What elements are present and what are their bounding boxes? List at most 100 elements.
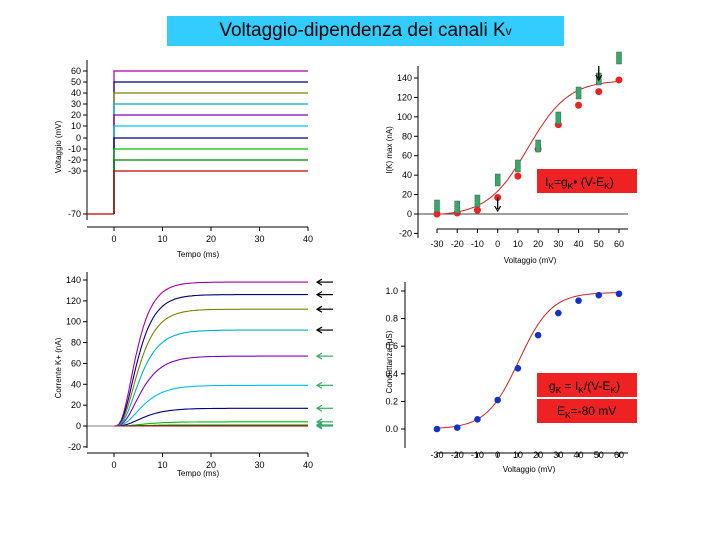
conductance-x-axis-label: Voltaggio (mV): [503, 465, 556, 474]
ikmax-green-arrow: [535, 139, 541, 153]
conductance-data-point: [534, 331, 542, 339]
voltage-y-tick-label: -30: [68, 166, 81, 176]
conductance-x-tick-label: 30: [553, 450, 563, 460]
current-y-tick-label: 60: [71, 358, 81, 368]
voltage-step-trace: [113, 92, 308, 214]
current-arrow-head: [315, 305, 323, 313]
voltage-step-trace: [113, 103, 308, 214]
ikmax-x-tick-label: 40: [574, 239, 584, 249]
voltage-step-trace: [113, 114, 308, 214]
ikmax-black-arrowhead: [595, 74, 603, 82]
ikmax-black-arrowhead: [494, 205, 502, 213]
current-arrow-head: [315, 278, 323, 286]
ikmax-formula-box: [537, 169, 637, 193]
voltage-y-tick-label: 60: [71, 66, 81, 76]
voltage-x-tick-label: 0: [111, 234, 116, 244]
ikmax-green-arrow: [474, 194, 481, 208]
ikmax-x-tick-label: -30: [430, 239, 443, 249]
conductance-data-point: [453, 424, 461, 431]
reversal-potential-box: [537, 399, 637, 423]
conductance-x-tick-label: -30: [430, 450, 443, 460]
voltage-step-trace: [113, 148, 308, 214]
voltage-x-tick-label: 40: [303, 234, 313, 244]
ikmax-x-tick-label: 0: [495, 239, 500, 249]
conductance-y-tick-label: 0.6: [385, 341, 398, 351]
current-trace: [113, 308, 308, 427]
voltage-y-tick-label: 30: [71, 99, 81, 109]
ikmax-x-tick-label: -10: [471, 239, 484, 249]
current-x-tick-label: 0: [111, 460, 116, 470]
ikmax-x-tick-label: 20: [533, 239, 543, 249]
ikmax-y-axis-label: I(K) max (nA): [385, 126, 394, 174]
conductance-formula-box: [537, 373, 637, 397]
voltage-x-tick-label: 10: [157, 234, 167, 244]
conductance-y-tick-label: 1.0: [385, 286, 398, 296]
conductance-x-tick-label: 40: [574, 450, 584, 460]
current-y-axis-label: Corrente K+ (nA): [54, 337, 63, 398]
voltage-y-tick-label: -70: [68, 209, 81, 219]
ikmax-data-point: [595, 88, 603, 96]
reversal-potential-text: EK=-80 mV: [557, 404, 616, 420]
voltage-x-tick-label: 20: [206, 234, 216, 244]
voltage-y-tick-label: 10: [71, 121, 81, 131]
voltage-x-tick-label: 30: [254, 234, 264, 244]
current-trace: [114, 407, 308, 427]
ikmax-y-tick-label: 40: [402, 170, 412, 180]
ikmax-green-arrow: [575, 86, 582, 100]
conductance-y-tick-label: 0.2: [385, 396, 398, 406]
current-arrow-head: [315, 381, 323, 389]
current-arrow-head: [315, 422, 323, 430]
conductance-data-point: [474, 416, 481, 423]
conductance-data-point: [615, 290, 623, 298]
voltage-y-tick-label: 50: [71, 77, 81, 87]
conductance-data-point: [575, 297, 582, 304]
conductance-x-tick-label: 10: [513, 450, 523, 460]
voltage-y-tick-label: -10: [68, 144, 81, 154]
current-y-tick-label: 140: [66, 275, 81, 285]
current-trace: [113, 281, 308, 427]
conductance-y-tick-label: 0.0: [385, 424, 398, 434]
current-y-tick-label: 20: [71, 400, 81, 410]
conductance-x-tick-label: 60: [614, 450, 624, 460]
current-trace: [114, 421, 308, 427]
voltage-y-axis-label: Voltaggio (mV): [54, 120, 63, 173]
conductance-x-tick-label: 20: [533, 450, 543, 460]
conductance-data-point: [595, 291, 603, 299]
conductance-data-point: [555, 309, 562, 317]
current-y-tick-label: 40: [71, 379, 81, 389]
voltage-step-trace: [113, 125, 308, 214]
ikmax-x-tick-label: 30: [553, 239, 563, 249]
current-y-tick-label: 80: [71, 338, 81, 348]
slide-title-subscript: v: [505, 24, 512, 38]
ikmax-x-tick-label: -20: [451, 239, 464, 249]
current-arrow-head: [315, 404, 323, 412]
conductance-formula-text: gK = IK/(V-EK): [549, 379, 620, 395]
ikmax-y-tick-label: 140: [397, 73, 412, 83]
ikmax-x-tick-label: 60: [614, 239, 624, 249]
ikmax-data-point: [615, 76, 623, 84]
voltage-y-tick-label: 40: [71, 88, 81, 98]
ikmax-y-tick-label: 80: [402, 131, 412, 141]
ikmax-green-arrow: [454, 200, 460, 214]
current-x-tick-label: 20: [206, 460, 216, 470]
voltage-y-tick-label: 0: [76, 133, 81, 143]
conductance-data-point: [433, 425, 441, 433]
current-trace: [113, 294, 308, 427]
conductance-x-tick-label: -10: [471, 450, 484, 460]
ikmax-y-tick-label: 20: [402, 190, 412, 200]
current-trace: [113, 329, 308, 427]
ikmax-y-tick-label: 0: [407, 209, 412, 219]
current-x-tick-label: 10: [157, 460, 167, 470]
current-trace: [114, 384, 308, 427]
ikmax-green-arrow: [515, 159, 521, 173]
conductance-x-tick-label: 0: [495, 450, 500, 460]
current-arrow-head: [315, 421, 323, 429]
conductance-y-tick-label: 0.8: [385, 314, 398, 324]
current-y-tick-label: -20: [68, 442, 81, 452]
current-arrow-head: [315, 352, 323, 360]
conductance-data-point: [494, 396, 501, 404]
ikmax-y-tick-label: 60: [402, 151, 412, 161]
ikmax-y-tick-label: -20: [399, 228, 412, 238]
current-arrow-head: [315, 326, 323, 334]
